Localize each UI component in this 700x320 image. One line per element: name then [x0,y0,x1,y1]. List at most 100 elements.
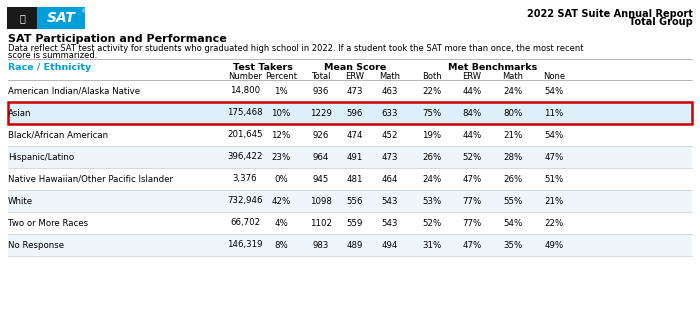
Text: Data reflect SAT test activity for students who graduated high school in 2022. I: Data reflect SAT test activity for stude… [8,44,584,53]
Text: 12%: 12% [272,131,290,140]
Text: 559: 559 [346,219,363,228]
Text: 473: 473 [346,86,363,95]
Text: 53%: 53% [422,196,442,205]
Text: ERW: ERW [346,72,365,81]
Text: Math: Math [379,72,400,81]
Text: White: White [8,196,33,205]
Text: 23%: 23% [272,153,290,162]
Text: 543: 543 [382,219,398,228]
Text: 22%: 22% [422,86,442,95]
Text: No Response: No Response [8,241,64,250]
Bar [8,102,692,124]
Text: 983: 983 [313,241,329,250]
Text: 201,645: 201,645 [228,131,262,140]
Text: Native Hawaiian/Other Pacific Islander: Native Hawaiian/Other Pacific Islander [8,174,173,183]
Text: 175,468: 175,468 [228,108,262,117]
Text: SAT: SAT [47,11,76,25]
Text: 10%: 10% [272,108,290,117]
Text: 24%: 24% [422,174,442,183]
Text: Black/African American: Black/African American [8,131,108,140]
Bar [8,190,692,212]
Text: 44%: 44% [463,131,482,140]
Text: Met Benchmarks: Met Benchmarks [449,63,538,72]
Text: 54%: 54% [545,86,564,95]
Text: 24%: 24% [503,86,523,95]
Text: 47%: 47% [463,241,482,250]
Text: 633: 633 [382,108,398,117]
Bar [8,80,692,102]
Text: 2022 SAT Suite Annual Report: 2022 SAT Suite Annual Report [527,9,693,19]
Text: 1%: 1% [274,86,288,95]
Text: 146,319: 146,319 [228,241,262,250]
Text: Two or More Races: Two or More Races [8,219,88,228]
Text: 11%: 11% [545,108,564,117]
Text: Math: Math [503,72,524,81]
Text: 49%: 49% [545,241,564,250]
Text: 77%: 77% [463,219,482,228]
Text: 52%: 52% [422,219,442,228]
Text: ERW: ERW [463,72,482,81]
Bar [8,168,692,190]
Text: 31%: 31% [422,241,442,250]
Bar [8,124,692,146]
Text: 556: 556 [346,196,363,205]
Text: 54%: 54% [545,131,564,140]
Text: 8%: 8% [274,241,288,250]
Text: 1098: 1098 [310,196,332,205]
Text: 452: 452 [382,131,398,140]
Text: 22%: 22% [545,219,564,228]
Text: 3,376: 3,376 [232,174,258,183]
Text: Total Group: Total Group [629,17,693,27]
Bar [8,102,692,124]
Text: 28%: 28% [503,153,523,162]
Text: 543: 543 [382,196,398,205]
Text: 464: 464 [382,174,398,183]
Text: score is summarized.: score is summarized. [8,51,97,60]
Bar [8,146,692,168]
Text: Percent: Percent [265,72,297,81]
Bar [7,7,37,29]
Text: 489: 489 [346,241,363,250]
Text: Asian: Asian [8,108,32,117]
Text: 19%: 19% [422,131,442,140]
Text: 1102: 1102 [310,219,332,228]
Text: 463: 463 [382,86,398,95]
Text: 54%: 54% [503,219,523,228]
Text: None: None [543,72,565,81]
Text: 21%: 21% [545,196,564,205]
Text: 732,946: 732,946 [228,196,262,205]
Text: 26%: 26% [422,153,442,162]
Text: 936: 936 [313,86,329,95]
Text: 75%: 75% [422,108,442,117]
Bar [8,234,692,256]
Text: 964: 964 [313,153,329,162]
Text: 26%: 26% [503,174,523,183]
Text: 44%: 44% [463,86,482,95]
Text: Hispanic/Latino: Hispanic/Latino [8,153,74,162]
Text: 47%: 47% [463,174,482,183]
Text: 1229: 1229 [310,108,332,117]
Text: Both: Both [422,72,442,81]
Text: 4%: 4% [274,219,288,228]
Text: 14,800: 14,800 [230,86,260,95]
Text: 55%: 55% [503,196,523,205]
Text: 21%: 21% [503,131,523,140]
Text: Race / Ethnicity: Race / Ethnicity [8,63,91,72]
Text: SAT Participation and Performance: SAT Participation and Performance [8,34,227,44]
Text: 47%: 47% [545,153,564,162]
Text: 51%: 51% [545,174,564,183]
Text: 0%: 0% [274,174,288,183]
Text: 926: 926 [313,131,329,140]
Text: 596: 596 [346,108,363,117]
Text: 84%: 84% [463,108,482,117]
Bar [8,212,692,234]
Text: 77%: 77% [463,196,482,205]
Text: 473: 473 [382,153,398,162]
Text: ®: ® [80,10,85,14]
Text: 491: 491 [346,153,363,162]
Text: 80%: 80% [503,108,523,117]
Text: 52%: 52% [463,153,482,162]
Text: 474: 474 [346,131,363,140]
Text: 🛡: 🛡 [19,13,25,23]
Text: 494: 494 [382,241,398,250]
